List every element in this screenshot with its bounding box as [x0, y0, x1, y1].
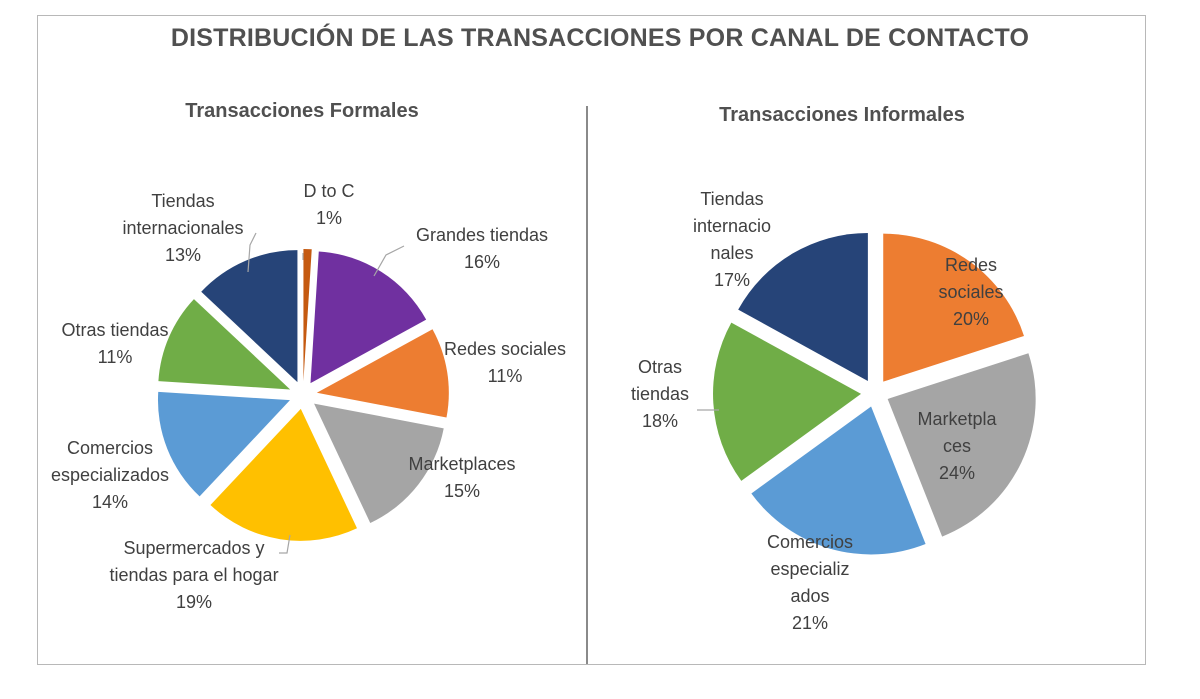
pie-informal: Redes sociales 20% Marketpla ces 24% Comercios… — [631, 189, 1036, 633]
formal-slice-d-to-c — [303, 249, 312, 382]
formal-data-label-comercios-especializados: Comercios especializados 14% — [51, 438, 169, 512]
formal-slice-supermercados-y-tiendas-para-el-hogar — [210, 408, 358, 541]
formal-leader-line-grandes-tiendas — [373, 245, 405, 277]
formal-data-label-tiendas-internacionales: Tiendas internacionales 13% — [122, 191, 243, 265]
formal-slice-redes-sociales — [316, 329, 449, 418]
informal-slice-redes-sociales — [883, 233, 1024, 382]
formal-slice-tiendas-internacionales — [201, 250, 298, 383]
informal-slice-tiendas-internacionales — [738, 232, 868, 381]
formal-slice-comercios-especializados — [157, 391, 290, 497]
informal-slice-otras-tiendas — [713, 322, 862, 481]
formal-slice-otras-tiendas — [158, 299, 291, 390]
informal-data-label-tiendas-internacionales: Tiendas internacio nales 17% — [693, 189, 771, 290]
informal-slice-comercios-especializados — [751, 406, 926, 555]
chart-divider — [586, 106, 588, 664]
informal-data-label-redes-sociales: Redes sociales 20% — [938, 255, 1003, 329]
formal-data-label-grandes-tiendas: Grandes tiendas 16% — [416, 225, 548, 272]
informal-slice-marketplaces — [887, 353, 1036, 537]
formal-data-label-supermercados-y-tiendas-para-el-hogar: Supermercados y tiendas para el hogar 19% — [109, 538, 278, 612]
informal-data-label-otras-tiendas: Otras tiendas 18% — [631, 357, 689, 431]
formal-data-label-redes-sociales: Redes sociales 11% — [444, 339, 566, 386]
formal-slice-grandes-tiendas — [310, 251, 427, 384]
formal-leader-line-supermercados-y-tiendas-para-el-hogar — [279, 534, 291, 554]
main-title: DISTRIBUCIÓN DE LAS TRANSACCIONES POR CA… — [170, 24, 1030, 52]
pie-formal: D to C 1% Grandes tiendas 16% Redes sociales… — [51, 181, 566, 612]
formal-slice-marketplaces — [314, 403, 444, 524]
formal-data-label-d-to-c: D to C 1% — [303, 181, 354, 228]
informal-chart-title: Transacciones Informales — [719, 104, 965, 126]
informal-data-label-marketplaces: Marketpla ces 24% — [917, 409, 997, 483]
formal-leader-line-tiendas-internacionales — [247, 232, 257, 273]
informal-data-label-comercios-especializados: Comercios especializ ados 21% — [767, 532, 853, 633]
formal-data-label-otras-tiendas: Otras tiendas 11% — [61, 320, 168, 367]
formal-data-label-marketplaces: Marketplaces 15% — [408, 454, 515, 501]
formal-chart-title: Transacciones Formales — [185, 100, 418, 122]
